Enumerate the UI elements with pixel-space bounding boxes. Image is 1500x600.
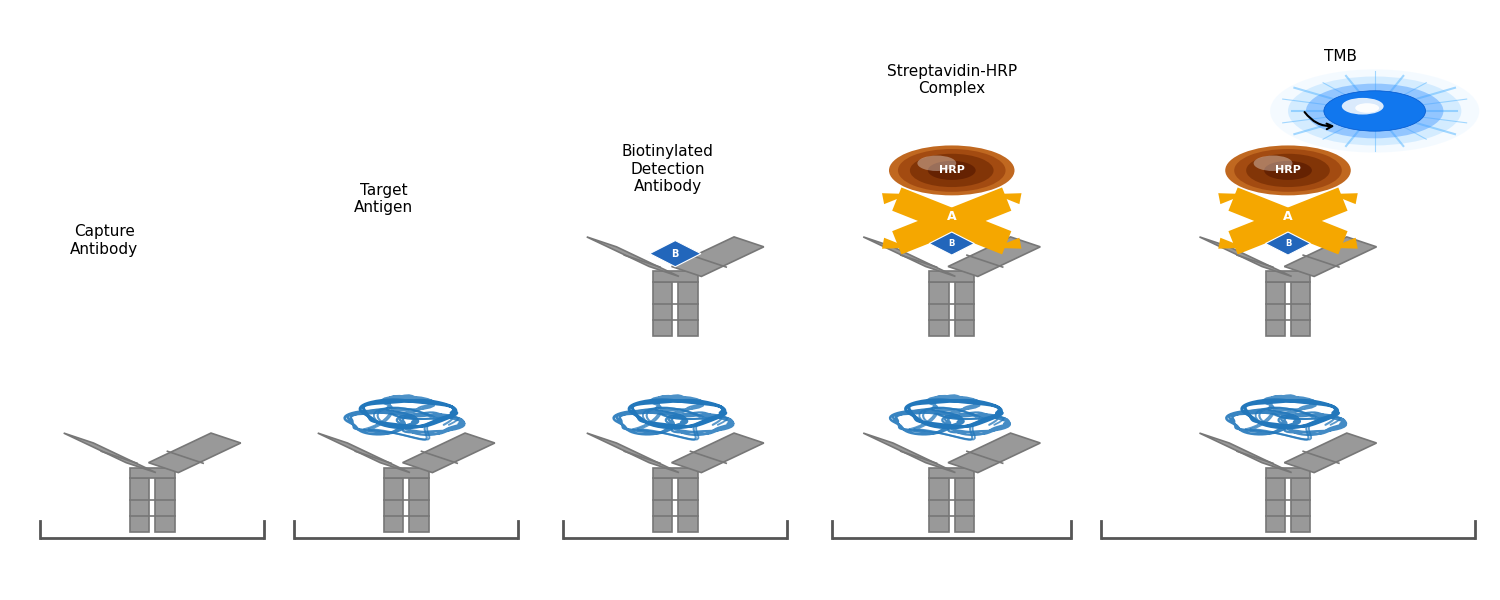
Text: Target
Antigen: Target Antigen: [354, 183, 414, 215]
Text: B: B: [1286, 239, 1292, 248]
Circle shape: [1356, 103, 1378, 113]
Text: A: A: [946, 209, 957, 223]
Circle shape: [1324, 91, 1425, 131]
Polygon shape: [1284, 237, 1377, 277]
Circle shape: [1246, 154, 1330, 187]
Circle shape: [1270, 70, 1479, 152]
Polygon shape: [130, 478, 148, 532]
Polygon shape: [930, 478, 950, 532]
Circle shape: [890, 145, 1014, 196]
Polygon shape: [1330, 238, 1358, 248]
Polygon shape: [1284, 433, 1377, 473]
Text: Capture
Antibody: Capture Antibody: [70, 224, 138, 257]
Polygon shape: [930, 467, 974, 478]
Polygon shape: [586, 433, 680, 473]
Polygon shape: [672, 237, 764, 277]
Polygon shape: [930, 282, 950, 335]
Polygon shape: [1200, 433, 1292, 473]
Polygon shape: [1292, 478, 1311, 532]
Polygon shape: [410, 478, 429, 532]
Polygon shape: [1266, 271, 1311, 282]
Circle shape: [1288, 76, 1461, 145]
Polygon shape: [1266, 232, 1311, 255]
Polygon shape: [994, 238, 1022, 248]
Polygon shape: [954, 478, 974, 532]
Circle shape: [1342, 98, 1383, 115]
Polygon shape: [652, 271, 698, 282]
Polygon shape: [948, 237, 1041, 277]
Circle shape: [1226, 145, 1352, 196]
Polygon shape: [678, 282, 698, 335]
Text: B: B: [948, 239, 956, 248]
Polygon shape: [882, 238, 909, 248]
Polygon shape: [862, 433, 956, 473]
Polygon shape: [1218, 238, 1245, 248]
Polygon shape: [652, 282, 672, 335]
Polygon shape: [318, 433, 410, 473]
Text: Streptavidin-HRP
Complex: Streptavidin-HRP Complex: [886, 64, 1017, 96]
Circle shape: [1306, 83, 1443, 139]
Polygon shape: [586, 237, 680, 277]
Polygon shape: [930, 271, 974, 282]
Polygon shape: [948, 433, 1041, 473]
Polygon shape: [148, 433, 242, 473]
Polygon shape: [1266, 467, 1311, 478]
Text: A: A: [1282, 209, 1293, 223]
Circle shape: [918, 155, 956, 171]
Polygon shape: [154, 478, 174, 532]
Polygon shape: [652, 478, 672, 532]
Polygon shape: [928, 232, 975, 255]
Text: B: B: [672, 248, 680, 259]
Polygon shape: [650, 241, 700, 267]
Polygon shape: [672, 433, 764, 473]
Polygon shape: [862, 237, 956, 277]
Polygon shape: [652, 467, 698, 478]
Circle shape: [910, 154, 993, 187]
Polygon shape: [1330, 193, 1358, 204]
Polygon shape: [1266, 282, 1286, 335]
Text: Biotinylated
Detection
Antibody: Biotinylated Detection Antibody: [622, 145, 714, 194]
Polygon shape: [994, 193, 1022, 204]
Text: TMB: TMB: [1324, 49, 1358, 64]
Text: HRP: HRP: [939, 166, 964, 175]
Circle shape: [1264, 161, 1312, 180]
Polygon shape: [1266, 478, 1286, 532]
Polygon shape: [882, 193, 909, 204]
Polygon shape: [1218, 193, 1245, 204]
Polygon shape: [954, 282, 974, 335]
Polygon shape: [63, 433, 156, 473]
Polygon shape: [384, 467, 429, 478]
Polygon shape: [1292, 282, 1311, 335]
Circle shape: [1234, 149, 1342, 192]
Text: HRP: HRP: [1275, 166, 1300, 175]
Polygon shape: [678, 478, 698, 532]
Polygon shape: [1200, 237, 1292, 277]
Circle shape: [1254, 155, 1293, 171]
Circle shape: [928, 161, 975, 180]
Polygon shape: [402, 433, 495, 473]
Circle shape: [898, 149, 1005, 192]
Polygon shape: [130, 467, 174, 478]
Polygon shape: [384, 478, 404, 532]
